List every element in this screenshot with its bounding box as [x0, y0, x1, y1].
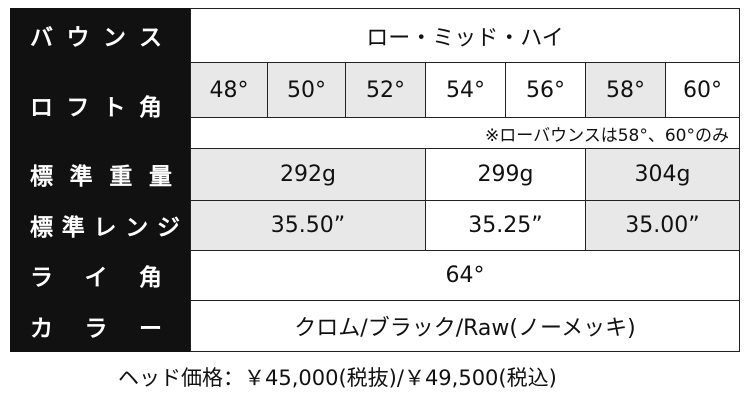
row-label: 標準レンジ: [30, 215, 180, 241]
cell: 64°: [190, 250, 740, 301]
cell: 35.50”: [190, 200, 426, 251]
cell: 58°: [585, 62, 666, 118]
note: ※ローバウンスは58°、60°のみ: [190, 117, 740, 149]
cell: 52°: [345, 62, 426, 118]
cell: 35.00”: [585, 200, 740, 251]
cell: ロー・ミッド・ハイ: [190, 8, 740, 63]
label-column: [10, 8, 191, 352]
row-label: ロフト角: [30, 95, 162, 121]
cell: 54°: [425, 62, 506, 118]
cell: 48°: [190, 62, 268, 118]
cell: 56°: [505, 62, 586, 118]
cell: 292g: [190, 148, 426, 201]
cell: クロム/ブラック/Raw(ノーメッキ): [190, 300, 740, 352]
row-label: ライ角: [30, 265, 162, 291]
cell: 299g: [425, 148, 586, 201]
cell: 304g: [585, 148, 740, 201]
row-label: カラー: [30, 316, 162, 342]
row-label: 標準重量: [30, 164, 172, 190]
cell: 60°: [665, 62, 740, 118]
cell: 35.25”: [425, 200, 586, 251]
price-footer: ヘッド価格：￥45,000(税抜)/￥49,500(税込): [118, 366, 557, 390]
cell: 50°: [267, 62, 346, 118]
row-label: バウンス: [30, 25, 162, 51]
